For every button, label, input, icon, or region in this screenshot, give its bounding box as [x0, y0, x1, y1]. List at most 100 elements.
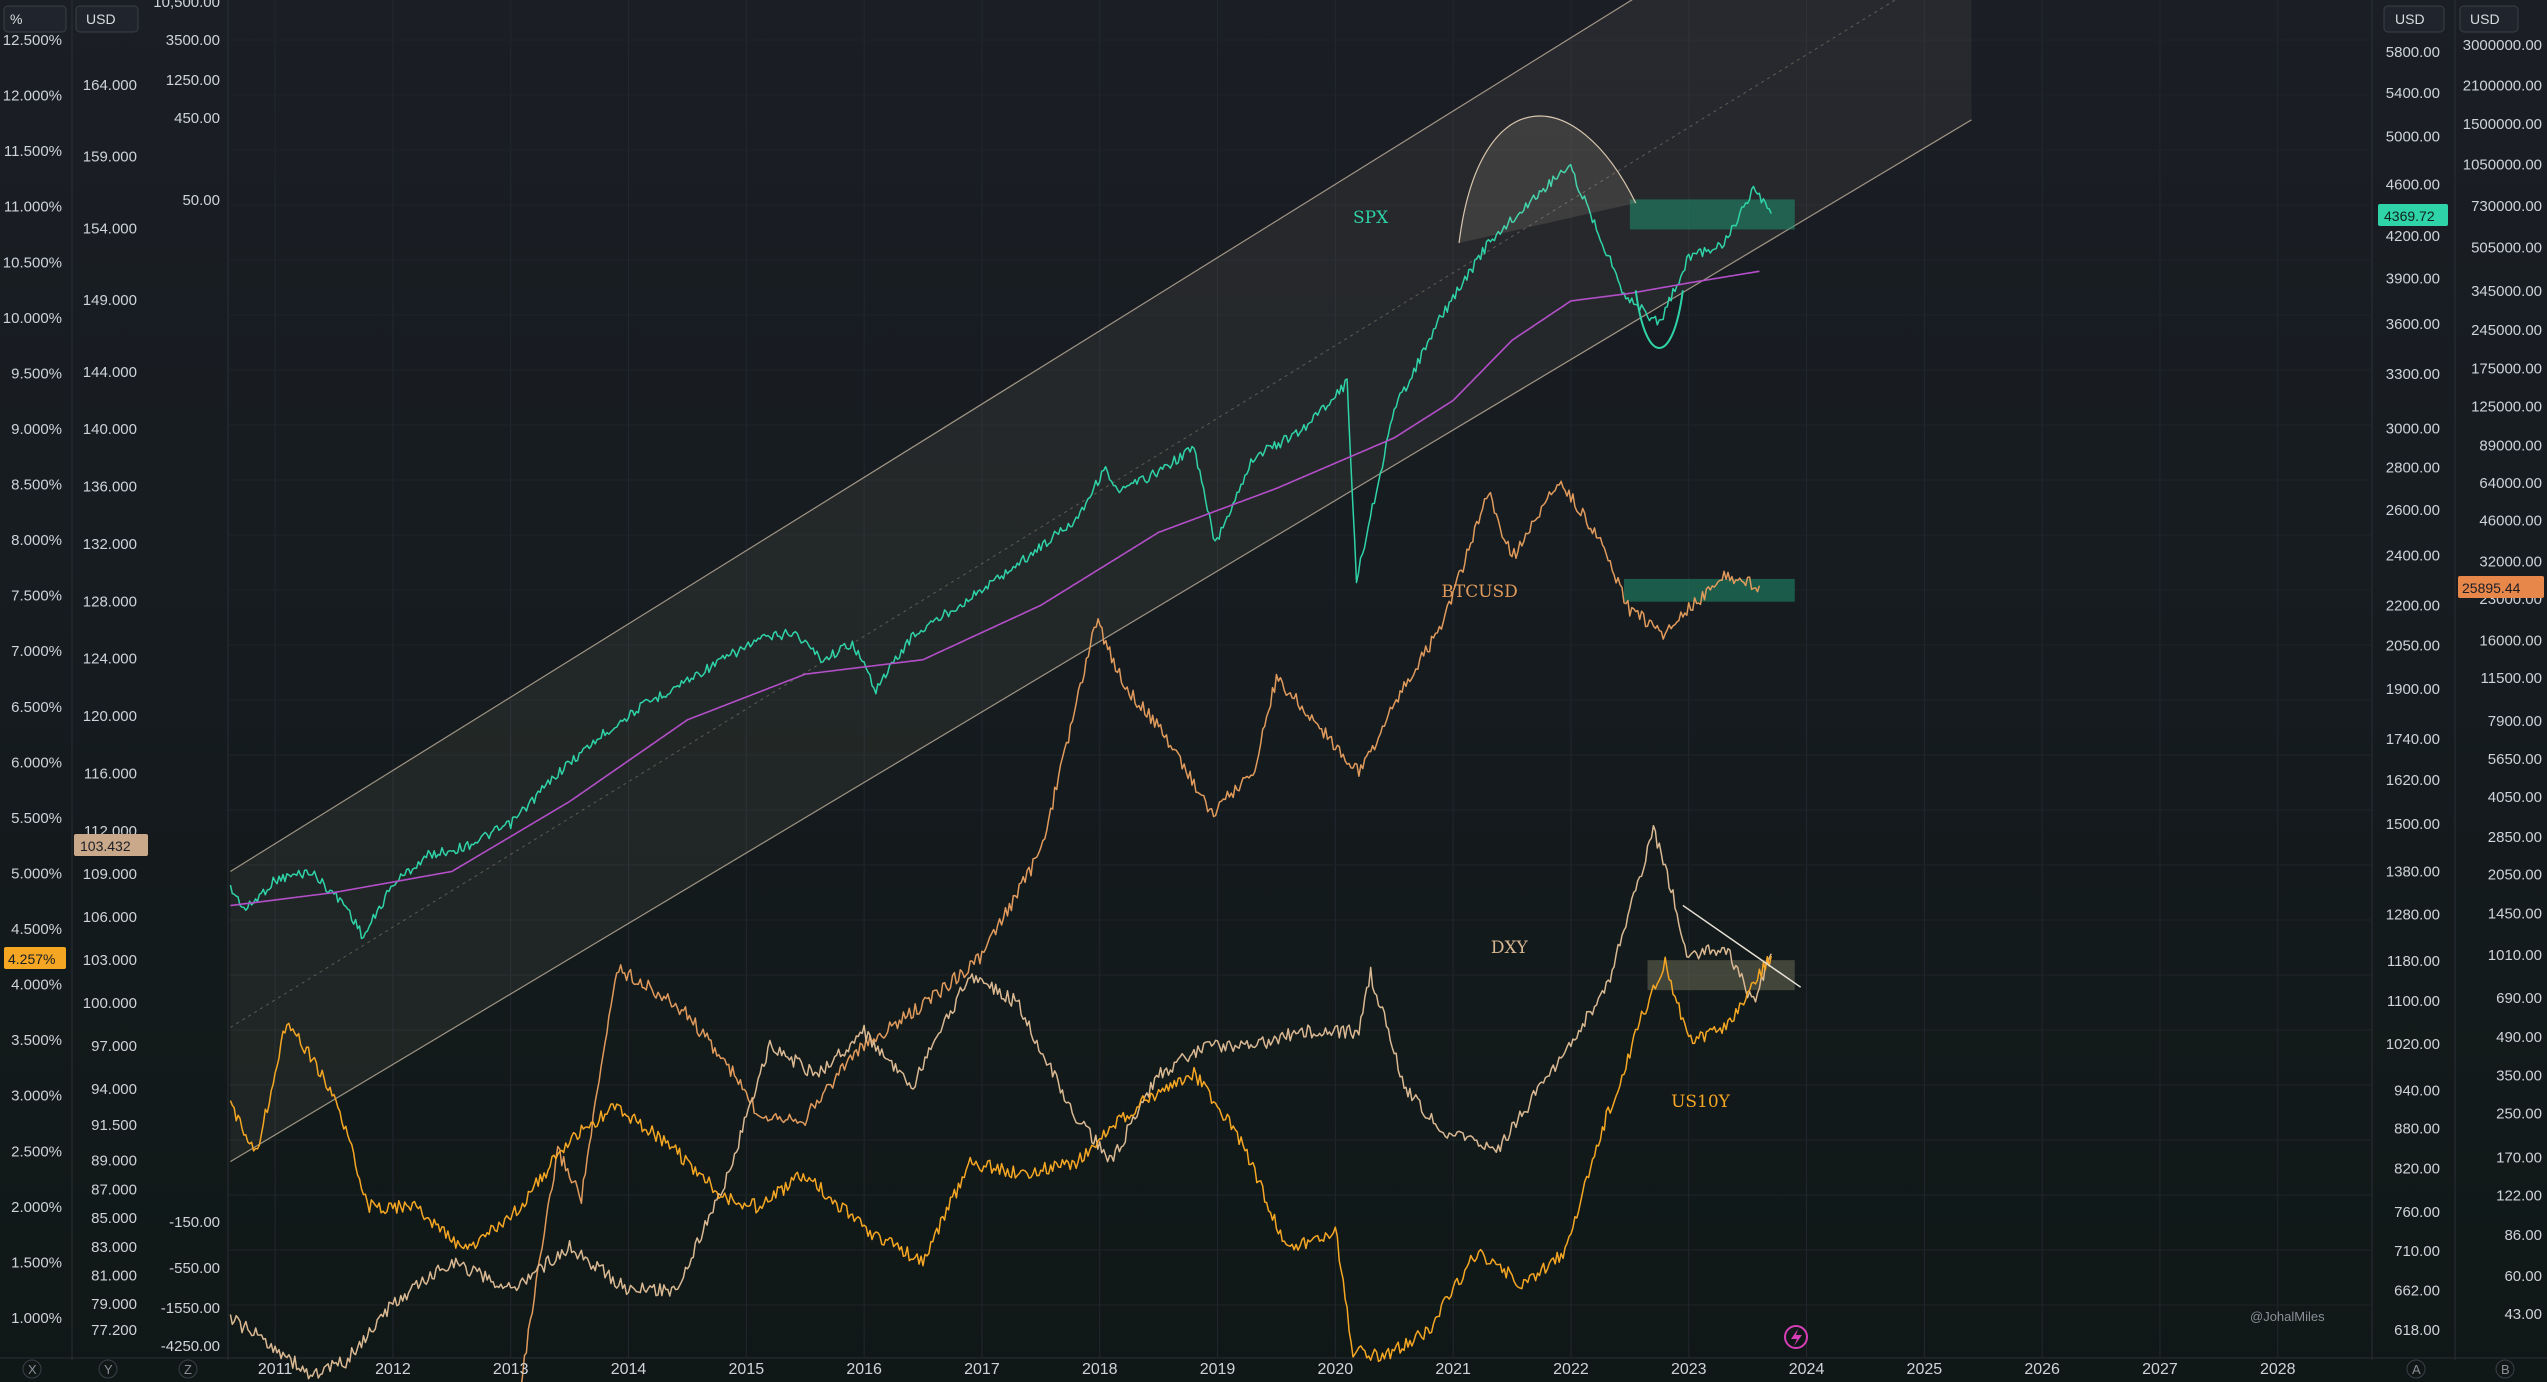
- y-tick-label: 10.500%: [3, 254, 62, 271]
- y-tick-label: 1100.00: [2387, 993, 2440, 1010]
- series-label-us10y: US10Y: [1671, 1092, 1731, 1112]
- y-tick-label: 2050.00: [2386, 638, 2440, 655]
- y-tick-label: 89000.00: [2479, 437, 2542, 454]
- y-tick-label: 154.000: [83, 220, 137, 237]
- dxy-trendline[interactable]: [1682, 904, 1802, 988]
- y-tick-label: 159.000: [83, 149, 137, 166]
- y-tick-label: 1180.00: [2387, 953, 2440, 970]
- y-tick-label: 6.000%: [11, 754, 62, 771]
- y-tick-label: 1250.00: [166, 72, 220, 89]
- corner-z-label: Z: [184, 1362, 192, 1377]
- y-tick-label: 1500.00: [2386, 816, 2440, 833]
- x-tick-label: 2025: [1907, 1361, 1943, 1378]
- corner-b-label: B: [2501, 1362, 2510, 1377]
- y-tick-label: 85.000: [91, 1210, 137, 1227]
- y-tick-label: 8.000%: [11, 532, 62, 549]
- y-tick-label: 662.00: [2394, 1283, 2440, 1300]
- y-tick-label: 690.00: [2496, 990, 2542, 1007]
- secondary-axis[interactable]: 10,500.00 3500.00 1250.00 450.00 50.00 -150.0…: [153, 0, 220, 1355]
- y-tick-label: 1.000%: [11, 1310, 62, 1327]
- y-tick-label: 140.000: [83, 421, 137, 438]
- channel-mid-line[interactable]: [230, 0, 1971, 1028]
- y-tick-label: 50.00: [182, 192, 220, 209]
- spx-unit-pill[interactable]: USD: [2383, 5, 2445, 33]
- dxy-unit-pill[interactable]: USD: [75, 5, 139, 33]
- axis-corner-y[interactable]: Y: [98, 1359, 118, 1379]
- y-tick-label: 1010.00: [2488, 947, 2542, 964]
- y-tick-label: 116.000: [84, 765, 137, 782]
- y-tick-label: 7.500%: [11, 588, 62, 605]
- y-tick-label: 87.000: [91, 1181, 137, 1198]
- x-tick-label: 2024: [1789, 1361, 1825, 1378]
- y-tick-label: 1.500%: [11, 1254, 62, 1271]
- x-tick-label: 2014: [611, 1361, 647, 1378]
- channel-lower-line[interactable]: [230, 119, 1972, 1163]
- x-tick-label: 2016: [846, 1361, 882, 1378]
- y-tick-label: 940.00: [2394, 1083, 2440, 1100]
- axis-corner-a[interactable]: A: [2406, 1359, 2426, 1379]
- y-tick-label: 64000.00: [2479, 475, 2542, 492]
- pct-unit-pill[interactable]: %: [3, 5, 67, 33]
- series-line-dxy[interactable]: [229, 824, 1772, 1380]
- dxy-value-badge: 103.432: [74, 834, 148, 856]
- y-tick-label: 1050000.00: [2463, 156, 2542, 173]
- y-tick-label: 350.00: [2496, 1067, 2542, 1084]
- percent-axis[interactable]: 12.500% 12.000% 11.500% 11.000% 10.500% 10.00…: [3, 32, 62, 1327]
- spx-axis[interactable]: 5800.00 5400.00 5000.00 4600.00 4200.00 3900.…: [2386, 44, 2440, 1339]
- y-tick-label: 164.000: [83, 77, 137, 94]
- y-tick-label: 11500.00: [2481, 670, 2542, 687]
- time-axis[interactable]: 2011 2012 2013 2014 2015 2016 2017 2018 2019 2020…: [258, 1361, 2296, 1378]
- axis-corner-b[interactable]: B: [2495, 1359, 2515, 1379]
- y-tick-label: -4250.00: [161, 1338, 220, 1355]
- x-tick-label: 2022: [1553, 1361, 1589, 1378]
- corner-x-label: X: [28, 1362, 37, 1377]
- y-tick-label: 97.000: [91, 1038, 137, 1055]
- y-tick-label: 3500.00: [166, 32, 220, 49]
- y-tick-label: 4600.00: [2386, 176, 2440, 193]
- zone-spx[interactable]: [1629, 199, 1795, 230]
- x-tick-label: 2020: [1318, 1361, 1354, 1378]
- series-line-moving-average[interactable]: [230, 270, 1760, 907]
- y-tick-label: 730000.00: [2471, 198, 2542, 215]
- y-tick-label: 170.00: [2496, 1150, 2542, 1167]
- x-tick-label: 2028: [2260, 1361, 2296, 1378]
- y-tick-label: 10.000%: [3, 310, 62, 327]
- y-tick-label: 450.00: [174, 110, 220, 127]
- series-line-btcusd[interactable]: [511, 480, 1761, 1382]
- y-tick-label: 1450.00: [2488, 906, 2542, 923]
- axis-corner-x[interactable]: X: [22, 1359, 42, 1379]
- y-tick-label: 3.000%: [11, 1088, 62, 1105]
- x-tick-label: 2023: [1671, 1361, 1707, 1378]
- y-tick-label: -1550.00: [161, 1300, 220, 1317]
- y-tick-label: 4200.00: [2386, 228, 2440, 245]
- spx-top-arc[interactable]: [1458, 115, 1637, 244]
- lightning-icon[interactable]: [1784, 1325, 1808, 1349]
- y-tick-label: 820.00: [2394, 1161, 2440, 1178]
- zone-us10y[interactable]: [1647, 960, 1795, 991]
- x-tick-label: 2013: [493, 1361, 529, 1378]
- zone-btcusd[interactable]: [1623, 578, 1795, 602]
- series-line-us10y[interactable]: [229, 955, 1772, 1363]
- corner-y-label: Y: [104, 1362, 113, 1377]
- btc-badge-text: 25895.44: [2462, 580, 2521, 596]
- channel-upper-line[interactable]: [230, 0, 1971, 872]
- y-tick-label: 149.000: [83, 292, 137, 309]
- y-tick-label: 83.000: [91, 1239, 137, 1256]
- watermark: @JohalMiles: [2250, 1309, 2325, 1324]
- y-tick-label: 2.500%: [11, 1143, 62, 1160]
- series-label-dxy: DXY: [1491, 938, 1529, 958]
- btc-unit-pill[interactable]: USD: [2459, 5, 2519, 33]
- series-line-spx[interactable]: [229, 163, 1772, 940]
- btc-axis[interactable]: 3000000.00 2100000.00 1500000.00 1050000.00…: [2463, 37, 2542, 1323]
- y-tick-label: 175000.00: [2471, 360, 2542, 377]
- spx-bowl-arc[interactable]: [1634, 290, 1684, 349]
- y-tick-label: 125000.00: [2471, 399, 2542, 416]
- y-tick-label: 12.500%: [3, 32, 62, 49]
- btc-unit-label: USD: [2470, 11, 2500, 27]
- y-tick-label: 9.000%: [11, 421, 62, 438]
- axis-corner-z[interactable]: Z: [178, 1359, 198, 1379]
- y-tick-label: 16000.00: [2479, 633, 2542, 650]
- y-tick-label: 1020.00: [2386, 1036, 2440, 1053]
- channel-fill: [230, 0, 1972, 1162]
